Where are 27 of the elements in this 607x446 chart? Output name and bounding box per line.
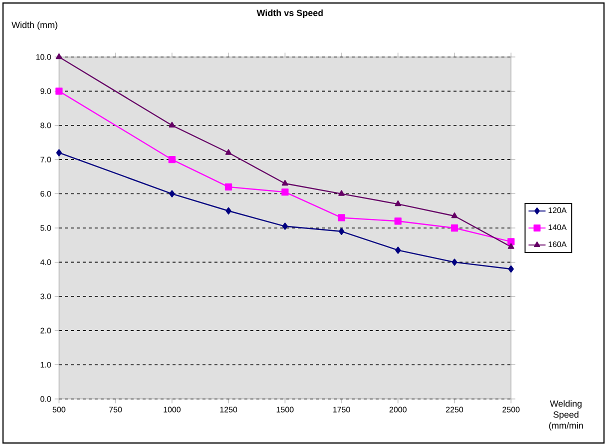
point <box>507 238 515 246</box>
point <box>452 258 458 266</box>
chart-title: Width vs Speed <box>256 10 323 18</box>
point <box>169 190 175 198</box>
point <box>338 214 346 222</box>
point <box>395 246 401 254</box>
x-axis-title: Welding Speed (mm/min <box>549 400 583 430</box>
point <box>56 53 62 60</box>
point <box>451 212 458 218</box>
y-axis-title: Width (mm) <box>12 22 58 30</box>
point <box>55 88 63 95</box>
point <box>508 243 514 249</box>
point <box>282 180 288 186</box>
point <box>394 218 402 225</box>
point <box>168 122 176 128</box>
point <box>225 149 232 155</box>
point <box>56 149 62 156</box>
point <box>338 190 345 196</box>
point <box>338 228 344 235</box>
point <box>394 200 402 206</box>
point <box>282 222 288 230</box>
point <box>168 156 176 164</box>
point <box>226 207 232 214</box>
point <box>450 224 458 232</box>
point <box>508 265 514 273</box>
point <box>224 183 232 191</box>
point <box>281 188 289 196</box>
